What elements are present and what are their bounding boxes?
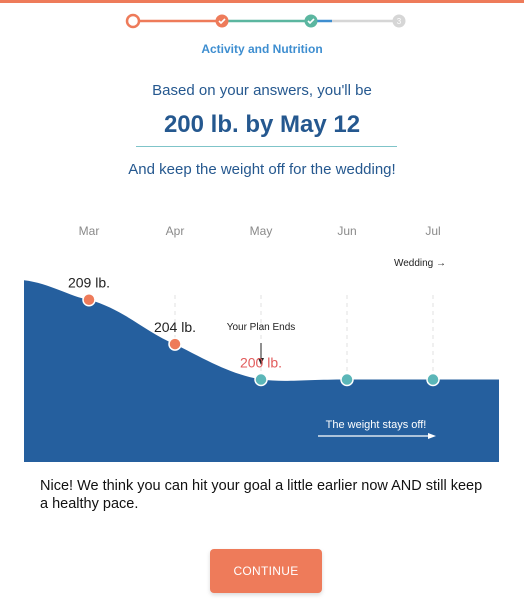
- top-accent-bar: [0, 0, 524, 3]
- plan-ends-annotation: Your Plan Ends: [227, 322, 296, 333]
- stepper-step-4-number: 3: [397, 17, 402, 26]
- down-arrow-icon: [258, 358, 264, 365]
- summary-intro: Based on your answers, you'll be: [152, 82, 372, 99]
- summary-subline: And keep the weight off for the wedding!: [128, 161, 396, 178]
- weight-projection-chart: Mar Apr May Jun Jul Wedding → Your Plan Ends 20…: [0, 200, 524, 470]
- stepper-step-4: 3: [392, 14, 406, 28]
- headline-underline: [136, 146, 397, 147]
- month-label-jul: Jul: [425, 224, 440, 238]
- wedding-annotation: Wedding →: [394, 258, 446, 269]
- month-label-mar: Mar: [79, 224, 100, 238]
- data-point-apr: [168, 337, 182, 351]
- data-point-mar: [82, 292, 96, 307]
- month-label-may: May: [250, 224, 273, 238]
- check-icon: [307, 18, 315, 25]
- point-label-apr: 204 lb.: [154, 319, 196, 335]
- goal-headline: 200 lb. by May 12: [163, 111, 361, 138]
- data-point-may: [254, 372, 268, 387]
- point-label-may: 200 lb.: [240, 355, 282, 371]
- chart-canvas: Mar Apr May Jun Jul Wedding → Your Plan Ends 20…: [24, 224, 499, 462]
- data-point-jun: [340, 372, 354, 387]
- stepper-step-2: [215, 14, 229, 28]
- progress-stepper: 3: [0, 0, 524, 45]
- right-arrow-icon: [428, 433, 436, 439]
- weight-area: [24, 280, 499, 462]
- data-point-jul: [426, 372, 440, 387]
- month-label-jun: Jun: [337, 224, 356, 238]
- continue-button[interactable]: CONTINUE: [210, 549, 322, 593]
- stepper-step-1: [125, 13, 141, 29]
- month-label-apr: Apr: [166, 224, 185, 238]
- encouragement-message: Nice! We think you can hit your goal a l…: [40, 478, 483, 512]
- check-icon: [218, 18, 226, 25]
- stepper-step-3: [304, 14, 318, 28]
- step-label: Activity and Nutrition: [201, 42, 323, 56]
- point-label-mar: 209 lb.: [68, 275, 110, 291]
- stays-off-annotation: The weight stays off!: [326, 419, 427, 431]
